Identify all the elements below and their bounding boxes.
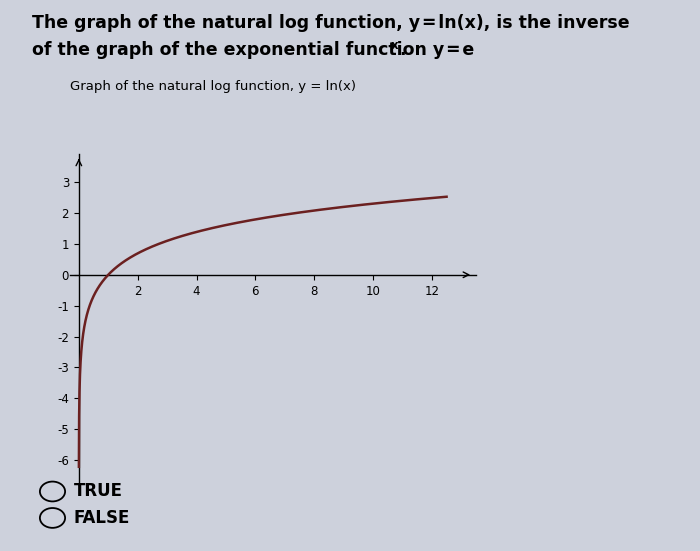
Text: of the graph of the exponential function y = e: of the graph of the exponential function… bbox=[32, 41, 474, 60]
Text: x: x bbox=[391, 39, 398, 52]
Text: Graph of the natural log function, y = ln(x): Graph of the natural log function, y = l… bbox=[70, 80, 356, 93]
Text: .: . bbox=[399, 41, 405, 60]
Text: TRUE: TRUE bbox=[74, 483, 122, 500]
Text: FALSE: FALSE bbox=[74, 509, 130, 527]
Text: The graph of the natural log function, y = ln(x), is the inverse: The graph of the natural log function, y… bbox=[32, 14, 629, 32]
